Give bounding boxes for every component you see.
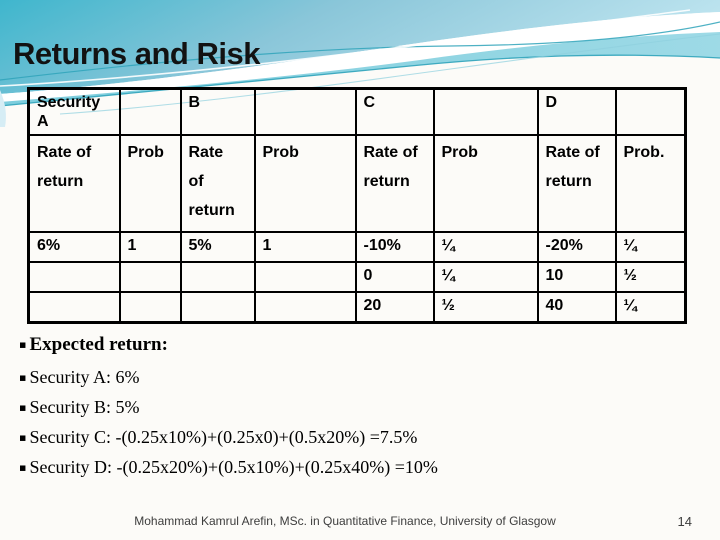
bullet-text: Security C: -(0.25x10%)+(0.25x0)+(0.5x20… bbox=[29, 427, 418, 447]
bullet-expected-return: ▪ Expected return: bbox=[19, 334, 438, 367]
table-row-data-2: 0 ¼ 10 ½ bbox=[27, 261, 687, 294]
slide-page-number: 14 bbox=[677, 514, 692, 529]
table-row-column-headers: Rate of return Prob Rate of return Prob … bbox=[27, 134, 687, 234]
square-bullet-icon: ▪ bbox=[19, 371, 27, 384]
cell-security-c: C bbox=[354, 87, 435, 137]
cell-a-return bbox=[27, 261, 121, 294]
cell-security-b: B bbox=[179, 87, 256, 137]
cell-d-prob: ¼ bbox=[614, 231, 687, 264]
cell-c-prob: ½ bbox=[432, 291, 539, 324]
square-bullet-icon: ▪ bbox=[19, 431, 27, 444]
cell-empty bbox=[614, 87, 687, 137]
cell-d-return: 40 bbox=[536, 291, 617, 324]
cell-c-return: -10% bbox=[354, 231, 435, 264]
header-prob-c: Prob bbox=[432, 134, 539, 234]
header-prob-a: Prob bbox=[118, 134, 182, 234]
cell-a-prob bbox=[118, 261, 182, 294]
returns-risk-table: Security A B C D Rate of return Prob Rat… bbox=[27, 87, 687, 324]
cell-empty bbox=[253, 87, 357, 137]
bullet-text: Security B: 5% bbox=[29, 397, 140, 417]
table-row-securities: Security A B C D bbox=[27, 87, 687, 137]
cell-a-return bbox=[27, 291, 121, 324]
table-row-data-1: 6% 1 5% 1 -10% ¼ -20% ¼ bbox=[27, 231, 687, 264]
cell-security-d: D bbox=[536, 87, 617, 137]
cell-b-prob bbox=[253, 261, 357, 294]
cell-b-prob bbox=[253, 291, 357, 324]
bullet-text: Expected return: bbox=[29, 334, 168, 355]
bullet-security-d: ▪ Security D: -(0.25x20%)+(0.5x10%)+(0.2… bbox=[19, 457, 438, 487]
cell-d-return: -20% bbox=[536, 231, 617, 264]
cell-d-prob: ¼ bbox=[614, 291, 687, 324]
bullet-security-a: ▪ Security A: 6% bbox=[19, 367, 438, 397]
cell-a-return: 6% bbox=[27, 231, 121, 264]
bullet-text: Security D: -(0.25x20%)+(0.5x10%)+(0.25x… bbox=[29, 457, 438, 477]
header-rate-of-return-a: Rate of return bbox=[27, 134, 121, 234]
slide-title: Returns and Risk bbox=[13, 36, 260, 71]
cell-security-a: Security A bbox=[27, 87, 121, 137]
cell-b-prob: 1 bbox=[253, 231, 357, 264]
header-prob-d: Prob. bbox=[614, 134, 687, 234]
header-rate-of-return-d: Rate of return bbox=[536, 134, 617, 234]
cell-c-return: 0 bbox=[354, 261, 435, 294]
square-bullet-icon: ▪ bbox=[19, 461, 27, 474]
square-bullet-icon: ▪ bbox=[19, 401, 27, 414]
cell-empty bbox=[118, 87, 182, 137]
cell-c-return: 20 bbox=[354, 291, 435, 324]
cell-c-prob: ¼ bbox=[432, 231, 539, 264]
header-rate-of-return-c: Rate of return bbox=[354, 134, 435, 234]
square-bullet-icon: ▪ bbox=[19, 338, 27, 351]
bullet-security-b: ▪ Security B: 5% bbox=[19, 397, 438, 427]
cell-b-return bbox=[179, 261, 256, 294]
cell-a-prob: 1 bbox=[118, 231, 182, 264]
cell-empty bbox=[432, 87, 539, 137]
cell-b-return: 5% bbox=[179, 231, 256, 264]
cell-d-prob: ½ bbox=[614, 261, 687, 294]
footer-author: Mohammad Kamrul Arefin, MSc. in Quantita… bbox=[134, 514, 556, 528]
bullet-text: Security A: 6% bbox=[29, 367, 140, 387]
cell-a-prob bbox=[118, 291, 182, 324]
header-rate-of-return-b: Rate of return bbox=[179, 134, 256, 234]
expected-return-list: ▪ Expected return: ▪ Security A: 6% ▪ Se… bbox=[19, 334, 438, 487]
header-prob-b: Prob bbox=[253, 134, 357, 234]
cell-d-return: 10 bbox=[536, 261, 617, 294]
table-row-data-3: 20 ½ 40 ¼ bbox=[27, 291, 687, 324]
cell-c-prob: ¼ bbox=[432, 261, 539, 294]
cell-b-return bbox=[179, 291, 256, 324]
bullet-security-c: ▪ Security C: -(0.25x10%)+(0.25x0)+(0.5x… bbox=[19, 427, 438, 457]
